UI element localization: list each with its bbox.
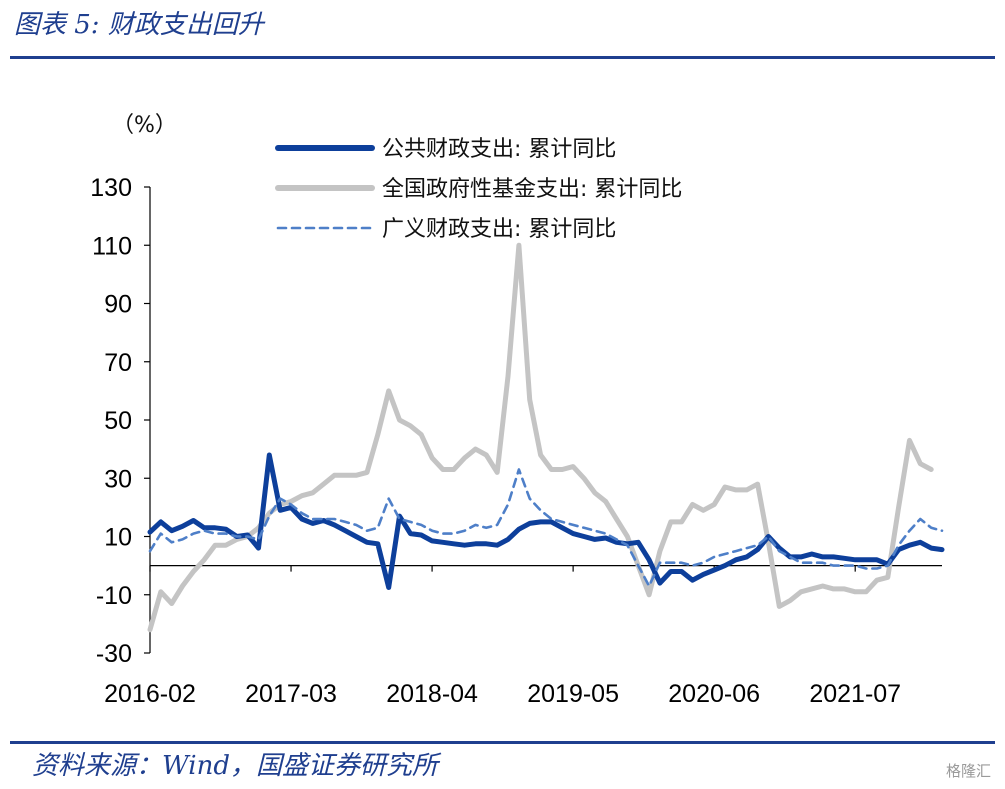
chart-title: 图表 5: 财政支出回升 [14, 10, 264, 40]
bottom-divider [10, 741, 995, 744]
series-line-2 [148, 468, 944, 588]
y-tick-label: 10 [104, 524, 132, 552]
x-tick-label: 2018-04 [386, 680, 478, 708]
top-divider [10, 56, 995, 59]
x-tick-label: 2020-06 [668, 680, 760, 708]
y-unit-label: （%） [112, 113, 177, 138]
y-tick-label: 50 [104, 407, 132, 435]
x-tick-label: 2017-03 [245, 680, 337, 708]
y-tick-label: 30 [104, 465, 132, 493]
watermark: 格隆汇 [945, 762, 991, 780]
axes: 130 110 90 70 50 30 10 -10 -30 2016-02 2017-03 2018… [90, 174, 942, 708]
legend-label-1: 全国政府性基金支出: 累计同比 [382, 177, 682, 202]
y-tick-label: 130 [90, 174, 132, 202]
y-tick-label: 90 [104, 291, 132, 319]
y-tick-label: 110 [92, 232, 132, 260]
series-group [147, 242, 945, 633]
legend-label-0: 公共财政支出: 累计同比 [382, 137, 616, 162]
x-tick-label: 2019-05 [527, 680, 619, 708]
y-tick-label: -10 [96, 582, 132, 610]
y-tick-label: 70 [104, 349, 132, 377]
x-tick-label: 2016-02 [104, 680, 196, 708]
x-tick-label: 2021-07 [809, 680, 901, 708]
series-line-1 [147, 242, 934, 633]
series-line-0 [147, 452, 945, 590]
legend-label-2: 广义财政支出: 累计同比 [382, 217, 616, 242]
y-tick-label: -30 [96, 640, 132, 668]
source-note: 资料来源：Wind，国盛证券研究所 [32, 751, 438, 781]
